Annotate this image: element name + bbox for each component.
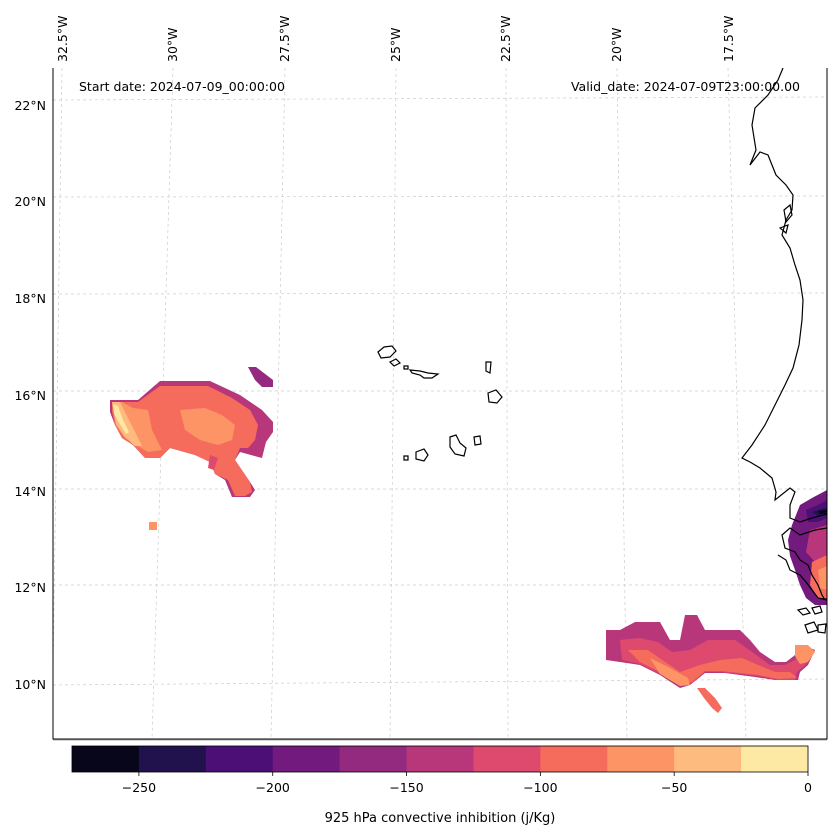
lon-label: 30°W	[165, 27, 180, 62]
colorbar-segment	[272, 746, 341, 772]
colorbar-segment	[72, 746, 140, 772]
colorbar-segment	[138, 746, 207, 772]
colorbar-tick-label: −150	[389, 780, 423, 795]
lon-label: 22.5°W	[498, 16, 513, 62]
senegal-south-coast	[781, 527, 827, 601]
colorbar-ticks: −250 −200 −150 −100 −50 0	[122, 772, 812, 795]
island-sao-nicolau	[408, 369, 440, 379]
colorbar-segment	[607, 746, 675, 772]
valid-date-label: Valid_date: 2024-07-09T23:00:00.00	[571, 79, 800, 94]
lat-label: 14°N	[14, 484, 46, 499]
cin-south-l50	[650, 658, 690, 686]
lon-label: 25°W	[388, 27, 403, 62]
colorbar-border	[71, 745, 809, 773]
cin-coast-l75	[818, 566, 827, 590]
colorbar-tick-label: −100	[523, 780, 557, 795]
bijagos-2	[811, 605, 823, 615]
island-brava	[403, 455, 409, 461]
bijagos-1	[796, 607, 812, 616]
cin-isolated-cell	[149, 522, 157, 530]
start-date-label: Start date: 2024-07-09_00:00:00	[79, 79, 285, 94]
lat-label: 20°N	[14, 194, 46, 209]
west-africa-coastline	[741, 68, 827, 523]
guinea-bissau-coast	[777, 554, 827, 601]
cin-coast-l250	[818, 510, 827, 514]
colorbar-segment	[339, 746, 408, 772]
cin-region-south	[606, 615, 815, 713]
latitude-labels: 22°N 20°N 18°N 16°N 14°N 12°N 10°N	[14, 98, 46, 692]
cin-west-tail	[208, 455, 218, 470]
map-frame	[52, 68, 828, 740]
island-sao-vicente	[388, 358, 402, 367]
colorbar-tick-label: −250	[122, 780, 156, 795]
bijagos-4	[817, 623, 827, 634]
cin-coast-l150	[806, 525, 827, 562]
lon-label: 27.5°W	[277, 16, 292, 62]
cin-region-west	[110, 367, 273, 530]
cin-west-l75b	[180, 408, 235, 445]
colorbar-segment	[741, 746, 809, 772]
colorbar-label: 925 hPa convective inhibition (j/Kg)	[325, 811, 556, 826]
cin-contours	[110, 367, 827, 713]
lat-label: 18°N	[14, 291, 46, 306]
coastlines	[377, 68, 827, 634]
colorbar: −250 −200 −150 −100 −50 0 925 hPa convective …	[71, 745, 812, 826]
lon-label: 17.5°W	[721, 16, 736, 62]
lat-label: 16°N	[14, 388, 46, 403]
colorbar-segment	[406, 746, 474, 772]
cin-west-nub	[248, 367, 273, 387]
cin-south-l50b	[795, 645, 815, 664]
coast-detail-1	[783, 203, 793, 224]
lat-label: 22°N	[14, 98, 46, 113]
lat-label: 12°N	[14, 580, 46, 595]
island-maio	[473, 435, 482, 446]
island-sal	[485, 361, 492, 374]
colorbar-tick-label: 0	[804, 780, 812, 795]
lon-label: 32.5°W	[55, 16, 70, 62]
cin-west-l25	[113, 404, 129, 434]
island-fogo	[415, 448, 429, 462]
longitude-labels: 32.5°W 30°W 27.5°W 25°W 22.5°W 20°W 17.5…	[55, 16, 736, 62]
bijagos-3	[804, 621, 819, 634]
colorbar-segment	[540, 746, 608, 772]
colorbar-segment	[473, 746, 541, 772]
coast-detail-2	[778, 224, 789, 235]
colorbar-segment	[674, 746, 742, 772]
lat-label: 10°N	[14, 677, 46, 692]
island-santo-antao	[377, 345, 397, 359]
island-santiago	[449, 434, 467, 457]
colorbar-segment	[205, 746, 274, 772]
colorbar-tick-label: −200	[256, 780, 290, 795]
colorbar-tick-label: −50	[661, 780, 687, 795]
cin-region-coast	[788, 490, 827, 605]
cin-south-tail	[697, 688, 722, 713]
lon-label: 20°W	[609, 27, 624, 62]
island-boa-vista	[487, 389, 503, 404]
island-santa-luzia	[403, 365, 409, 370]
colorbar-segments	[72, 746, 809, 772]
